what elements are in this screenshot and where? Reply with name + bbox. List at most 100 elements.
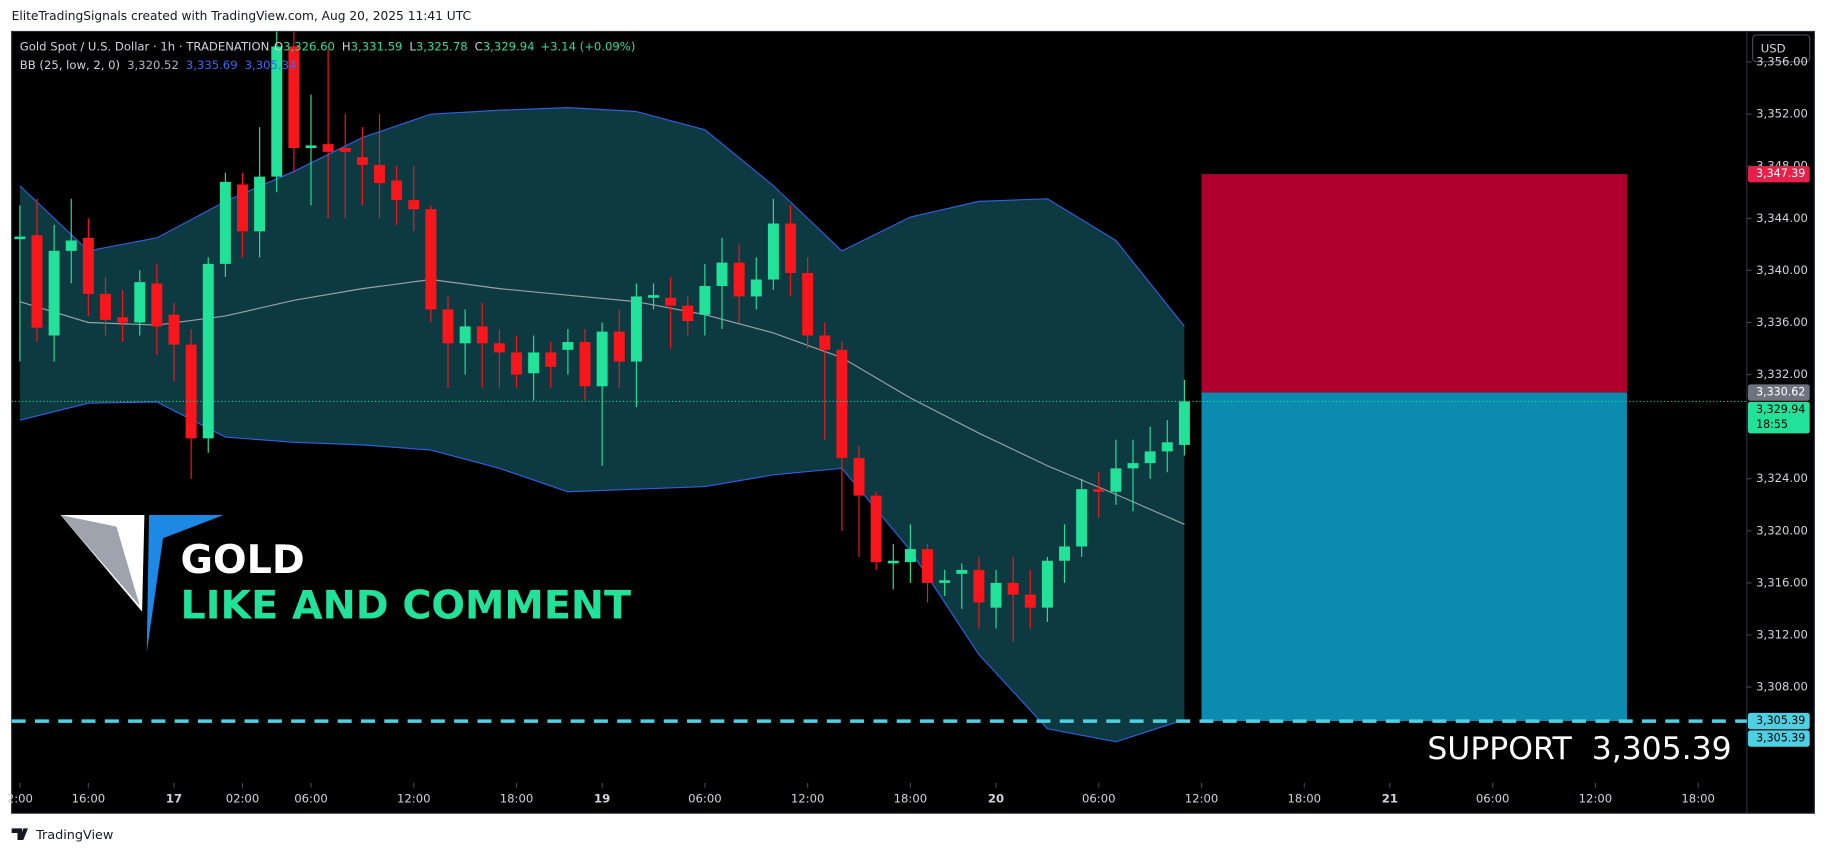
candle-body xyxy=(31,235,43,328)
price-tag xyxy=(1747,384,1810,401)
indicator-value: 3,305.34 xyxy=(245,58,297,72)
x-tick-label: 02:00 xyxy=(226,792,260,806)
candle-body xyxy=(117,317,129,323)
candle-body xyxy=(990,582,1002,608)
logo-white xyxy=(60,514,145,612)
candle-body xyxy=(733,262,745,297)
price-tag xyxy=(1747,730,1810,747)
y-tick-label: 3,356.00 xyxy=(1756,55,1808,69)
x-tick-label: 2:00 xyxy=(7,792,33,806)
y-tick-label: 3,320.00 xyxy=(1756,523,1808,537)
x-tick-label: 18:00 xyxy=(1681,792,1715,806)
y-tick-label: 3,316.00 xyxy=(1756,575,1808,589)
candle-body xyxy=(391,180,403,201)
currency-button-frame[interactable] xyxy=(1752,34,1811,63)
ohlc-key: L xyxy=(409,39,416,53)
y-tick-label: 3,344.00 xyxy=(1756,211,1808,225)
ohlc-value: 3,325.78 xyxy=(416,39,468,53)
candle-body xyxy=(579,342,591,387)
x-tick-label: 12:00 xyxy=(791,792,825,806)
candle-body xyxy=(356,157,368,165)
currency-button[interactable]: USD xyxy=(1752,34,1811,63)
candle-body xyxy=(1144,451,1156,464)
x-tick-label: 06:00 xyxy=(1476,792,1510,806)
candle-body xyxy=(956,569,968,574)
candle-body xyxy=(922,549,934,583)
ohlc-value: 3,331.59 xyxy=(351,39,403,53)
logo-shade xyxy=(60,514,140,606)
candle-body xyxy=(374,164,385,184)
symbol-legend: Gold Spot / U.S. Dollar · 1h · TRADENATI… xyxy=(20,39,636,53)
price-tag xyxy=(1747,712,1810,730)
candle-body xyxy=(305,145,317,148)
price-tag-label: 3,347.39 xyxy=(1756,167,1805,180)
candle-body xyxy=(767,223,779,280)
x-tick-label: 16:00 xyxy=(72,792,106,806)
candle-body xyxy=(425,209,437,310)
currency-button-label[interactable]: USD xyxy=(1761,41,1786,55)
candle-body xyxy=(100,293,111,320)
price-tag-label: 3,305.39 xyxy=(1756,732,1805,745)
logo-blue xyxy=(146,514,224,653)
brand-footer: TradingView xyxy=(11,828,113,843)
candle-body xyxy=(271,46,283,177)
x-tick-label: 06:00 xyxy=(294,792,328,806)
candle-body xyxy=(134,282,146,323)
candle-body xyxy=(853,457,865,496)
candle-body xyxy=(750,279,762,297)
symbol-title: Gold Spot / U.S. Dollar · 1h · TRADENATI… xyxy=(20,39,270,53)
candle-body xyxy=(904,549,916,563)
ohlc-key: H xyxy=(342,39,351,53)
candle-body xyxy=(459,326,471,344)
indicator-legend: BB (25, low, 2, 0) 3,320.52 3,335.69 3,305.… xyxy=(20,58,297,72)
x-tick-label: 18:00 xyxy=(894,792,928,806)
candle-body xyxy=(648,295,659,298)
candle-body xyxy=(1161,442,1173,452)
price-tag-label: 3,329.94 xyxy=(1756,403,1805,416)
candle-body xyxy=(1076,489,1088,547)
support-label: SUPPORT 3,305.39 xyxy=(1427,731,1731,767)
x-tick-label: 18:00 xyxy=(500,792,534,806)
candle-body xyxy=(1059,546,1071,561)
x-tick-label: 18:00 xyxy=(1288,792,1322,806)
y-tick-label: 3,336.00 xyxy=(1756,315,1808,329)
candle-body xyxy=(545,352,557,367)
candle-body xyxy=(322,144,334,152)
candle-body xyxy=(973,569,985,603)
candle-body xyxy=(665,297,677,306)
indicator-value: 3,335.69 xyxy=(186,58,238,72)
band-upper xyxy=(19,107,1185,327)
candle-body xyxy=(254,176,266,232)
ohlc-change: +3.14 (+0.09%) xyxy=(540,39,635,53)
x-tick-label: 17 xyxy=(166,792,182,806)
y-tick-label: 3,332.00 xyxy=(1756,367,1808,381)
candle-body xyxy=(65,240,77,251)
candle-body xyxy=(219,181,231,264)
x-tick-label: 20 xyxy=(988,792,1004,806)
brand-logo xyxy=(11,828,28,841)
y-tick-label: 3,312.00 xyxy=(1756,628,1808,642)
candle-body xyxy=(1093,489,1105,492)
brand-name: TradingView xyxy=(35,828,113,843)
candle-body xyxy=(237,184,248,232)
band-lower xyxy=(19,401,1185,743)
candle-body xyxy=(819,335,831,350)
y-tick-label: 3,308.00 xyxy=(1756,680,1808,694)
candle-body xyxy=(1178,401,1190,445)
candle-body xyxy=(339,147,351,152)
indicator-value: 3,320.52 xyxy=(127,58,179,72)
price-tag xyxy=(1747,401,1810,434)
ohlc-value: 3,329.94 xyxy=(483,39,535,53)
price-tag-label: 3,305.39 xyxy=(1756,714,1805,727)
x-tick-label: 06:00 xyxy=(688,792,722,806)
x-tick-label: 12:00 xyxy=(1185,792,1219,806)
candle-body xyxy=(562,342,574,350)
candle-body xyxy=(1007,582,1019,595)
y-tick-label: 3,324.00 xyxy=(1756,471,1808,485)
candle-body xyxy=(785,223,796,274)
candle-body xyxy=(202,263,214,439)
ohlc-key: C xyxy=(475,39,483,53)
x-tick-label: 12:00 xyxy=(397,792,431,806)
